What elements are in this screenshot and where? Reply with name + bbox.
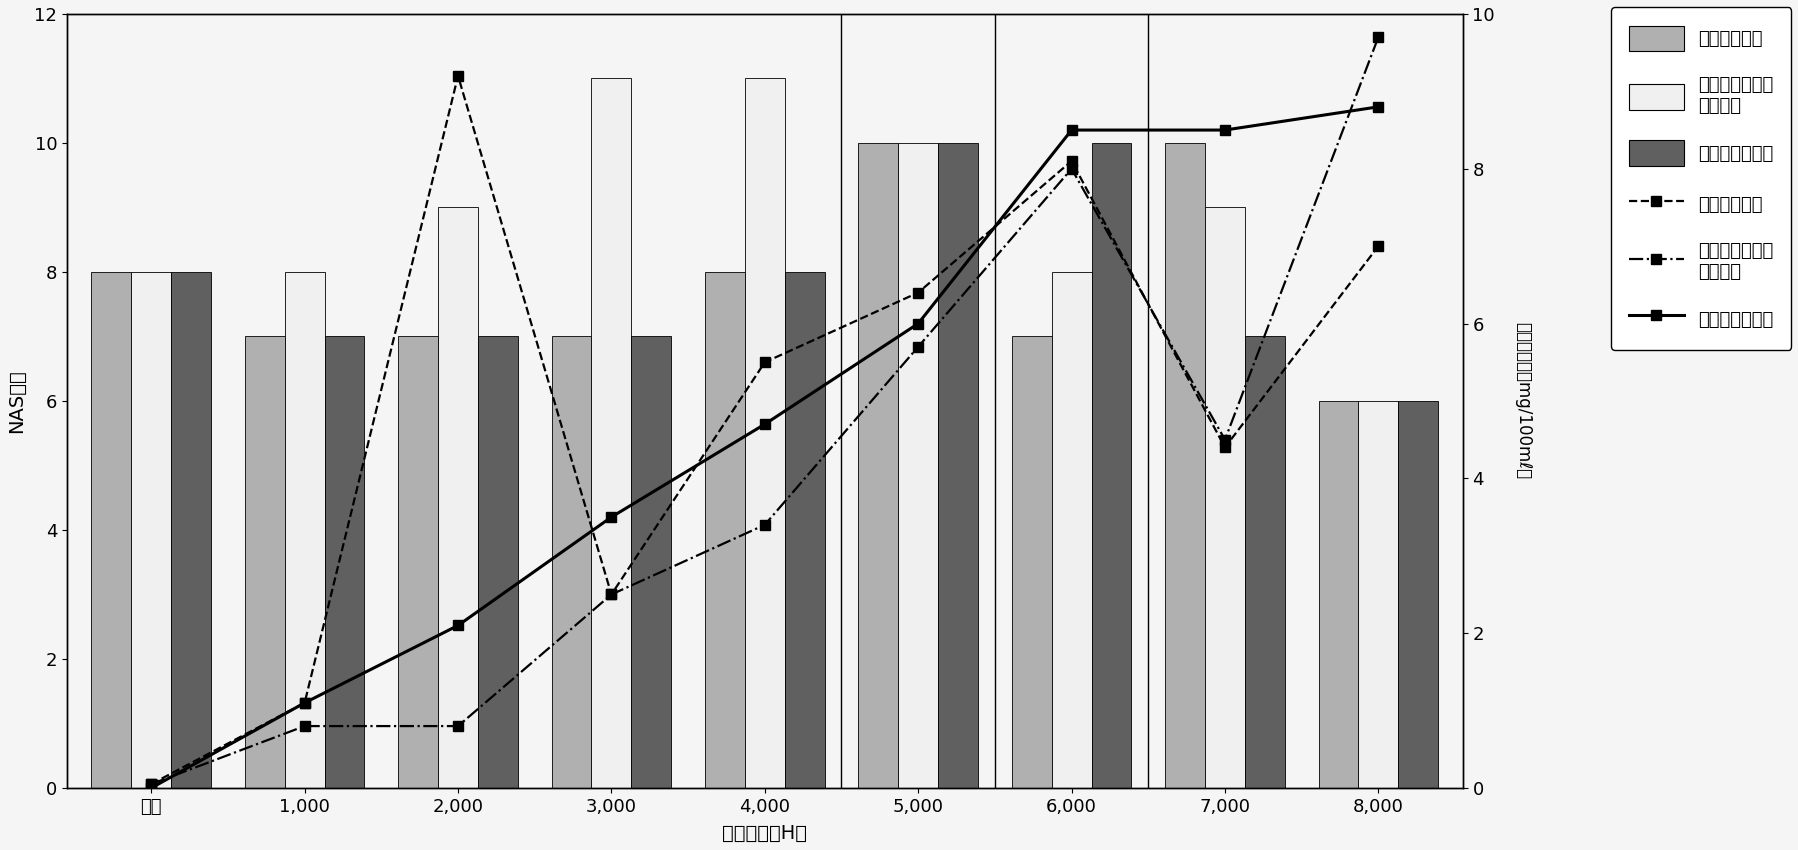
Bar (939, 143, 978, 788)
Bar (284, 272, 325, 788)
Bar (171, 272, 210, 788)
Bar (899, 143, 939, 788)
Bar (592, 78, 631, 788)
Bar (705, 272, 744, 788)
Bar (1244, 337, 1286, 788)
Bar (552, 337, 592, 788)
Bar (744, 78, 784, 788)
Bar (478, 337, 518, 788)
Bar (1091, 143, 1131, 788)
Bar (92, 272, 131, 788)
Bar (397, 337, 439, 788)
Bar (1205, 207, 1244, 788)
Bar (631, 337, 671, 788)
Bar (439, 207, 478, 788)
Y-axis label: 微粒夾雑物（mg/100mℓ）: 微粒夾雑物（mg/100mℓ） (1514, 322, 1532, 479)
Bar (1052, 272, 1091, 788)
Bar (131, 272, 171, 788)
X-axis label: 使用時間（H）: 使用時間（H） (723, 824, 807, 843)
Legend: 亜邉系作動油, 分散劑添加亜邉
系作動油, 非亜邉系作動油, 亜邉系作動油, 分散劑添加亜邉
系作動油, 非亜邉系作動油: 亜邉系作動油, 分散劑添加亜邉 系作動油, 非亜邉系作動油, 亜邉系作動油, 分… (1611, 8, 1791, 350)
Bar (1399, 401, 1438, 788)
Bar (784, 272, 825, 788)
Bar (325, 337, 365, 788)
Bar (1318, 401, 1359, 788)
Bar (858, 143, 899, 788)
Y-axis label: NAS等級: NAS等級 (7, 369, 25, 433)
Bar (245, 337, 284, 788)
Bar (1012, 337, 1052, 788)
Bar (1165, 143, 1205, 788)
Bar (1359, 401, 1399, 788)
